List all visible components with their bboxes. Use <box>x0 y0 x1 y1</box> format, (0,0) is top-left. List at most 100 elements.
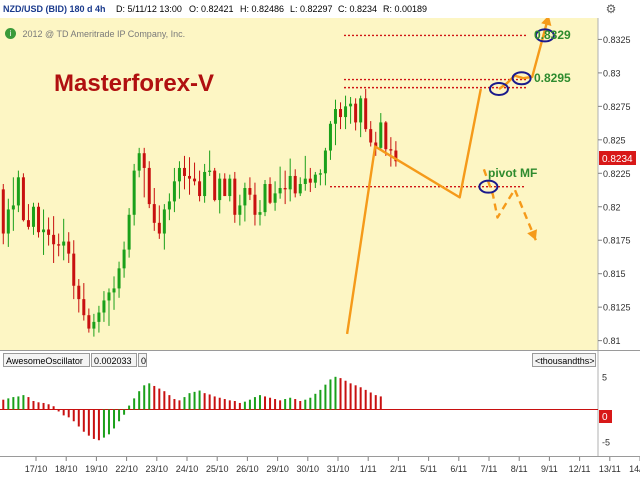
indicator-value: 0.002033 <box>91 353 137 367</box>
candle <box>253 182 257 226</box>
candle-body <box>67 241 71 254</box>
candle-body <box>389 149 393 151</box>
oscillator-y-tick-label: 5 <box>602 372 607 382</box>
level-circle <box>534 28 555 43</box>
candle-body <box>193 178 197 182</box>
oscillator-zero-tag-label: 0 <box>602 412 608 423</box>
trend-lines <box>345 18 552 335</box>
candle-body <box>208 170 212 172</box>
candle <box>62 218 66 261</box>
candle <box>31 202 35 235</box>
candle-body <box>333 109 337 124</box>
price-chart: 0.81 0.8125 0.815 0.8175 0.82 0.8225 0.825 0.82… <box>0 18 640 350</box>
candle <box>359 95 363 138</box>
candle-body <box>182 167 186 176</box>
candle-body <box>233 178 237 215</box>
indicator-panel: 5 -5 0 AwesomeOscillator 0.002033 0 <thou… <box>0 350 640 456</box>
candle <box>117 261 121 298</box>
candle <box>26 204 30 230</box>
candle-body <box>213 170 217 201</box>
candle <box>6 198 10 247</box>
candle-body <box>268 184 272 203</box>
candle-body <box>62 241 66 246</box>
candle <box>283 170 287 205</box>
candle-body <box>228 178 232 197</box>
level-lines <box>330 34 526 188</box>
gear-icon[interactable]: ⚙ <box>605 2 617 16</box>
candle-body <box>203 171 207 197</box>
date-tick-label: 22/10 <box>115 464 138 474</box>
candle <box>374 131 378 156</box>
date-tick-label: 1/11 <box>360 464 377 474</box>
candle-body <box>172 181 176 202</box>
level-circle <box>478 179 499 194</box>
candle <box>203 163 207 203</box>
candle <box>218 173 222 214</box>
date-tick-label: 13/11 <box>599 464 621 474</box>
candle-body <box>258 212 262 215</box>
oscillator-chart: 5 -5 0 <box>0 351 612 456</box>
candle-body <box>364 98 368 130</box>
candle-body <box>308 178 312 183</box>
candle-body <box>117 268 121 289</box>
candle-body <box>26 220 30 227</box>
candle-body <box>188 175 192 179</box>
low-readout: L: 0.82297 <box>290 4 333 14</box>
indicator-name[interactable]: AwesomeOscillator <box>3 353 90 367</box>
info-icon: i <box>5 28 16 40</box>
candle <box>172 167 176 213</box>
candle-body <box>273 193 277 203</box>
date-axis-labels: 17/10 18/10 19/10 22/10 23/10 24/10 25/10 26/10… <box>25 457 640 474</box>
indicator-flag: 0 <box>138 353 147 367</box>
price-y-tick-label: 0.8225 <box>603 169 631 179</box>
candle-body <box>339 109 343 118</box>
date-tick-label: 7/11 <box>481 464 498 474</box>
candle-body <box>278 188 282 194</box>
candle-body <box>223 178 227 197</box>
date-tick-label: 9/11 <box>541 464 558 474</box>
candle <box>328 121 332 160</box>
oscillator-bars <box>2 376 382 441</box>
date-tick-label: 29/10 <box>266 464 289 474</box>
candle-body <box>142 153 146 168</box>
candle-body <box>328 123 332 151</box>
candle-body <box>162 209 166 234</box>
candle-body <box>6 209 10 234</box>
candle-body <box>198 181 202 197</box>
candle-body <box>42 229 46 233</box>
candle-body <box>137 153 141 171</box>
current-price-label: 0.8234 <box>602 154 633 165</box>
candle <box>1 184 5 245</box>
candle <box>21 173 25 222</box>
candle-body <box>359 98 363 123</box>
date-tick-label: 31/10 <box>327 464 350 474</box>
current-price-tag <box>599 151 636 165</box>
close-readout: C: 0.8234 <box>338 4 378 14</box>
price-y-tick-label: 0.825 <box>603 135 626 145</box>
candle-body <box>77 285 81 300</box>
candle <box>152 188 156 231</box>
candle-body <box>384 122 388 150</box>
candle <box>137 147 141 178</box>
symbol-label: NZD/USD (BID) 180 d 4h <box>3 4 106 14</box>
candle <box>193 162 197 186</box>
candle <box>167 193 171 221</box>
candle <box>268 177 272 205</box>
watermark-text: Masterforex-V <box>54 70 214 97</box>
candle <box>16 170 20 213</box>
candle <box>157 205 161 239</box>
candle-body <box>102 300 106 313</box>
candle <box>208 150 212 176</box>
candle-body <box>293 175 297 194</box>
trend-line <box>345 88 482 335</box>
price-y-tick-label: 0.8325 <box>603 35 631 45</box>
candle <box>233 171 237 223</box>
level-circle <box>511 71 532 86</box>
candle-body <box>177 167 181 182</box>
candle-body <box>52 234 56 245</box>
candle <box>394 141 398 167</box>
candle <box>228 174 232 202</box>
candle <box>258 200 262 226</box>
candle-body <box>323 150 327 174</box>
